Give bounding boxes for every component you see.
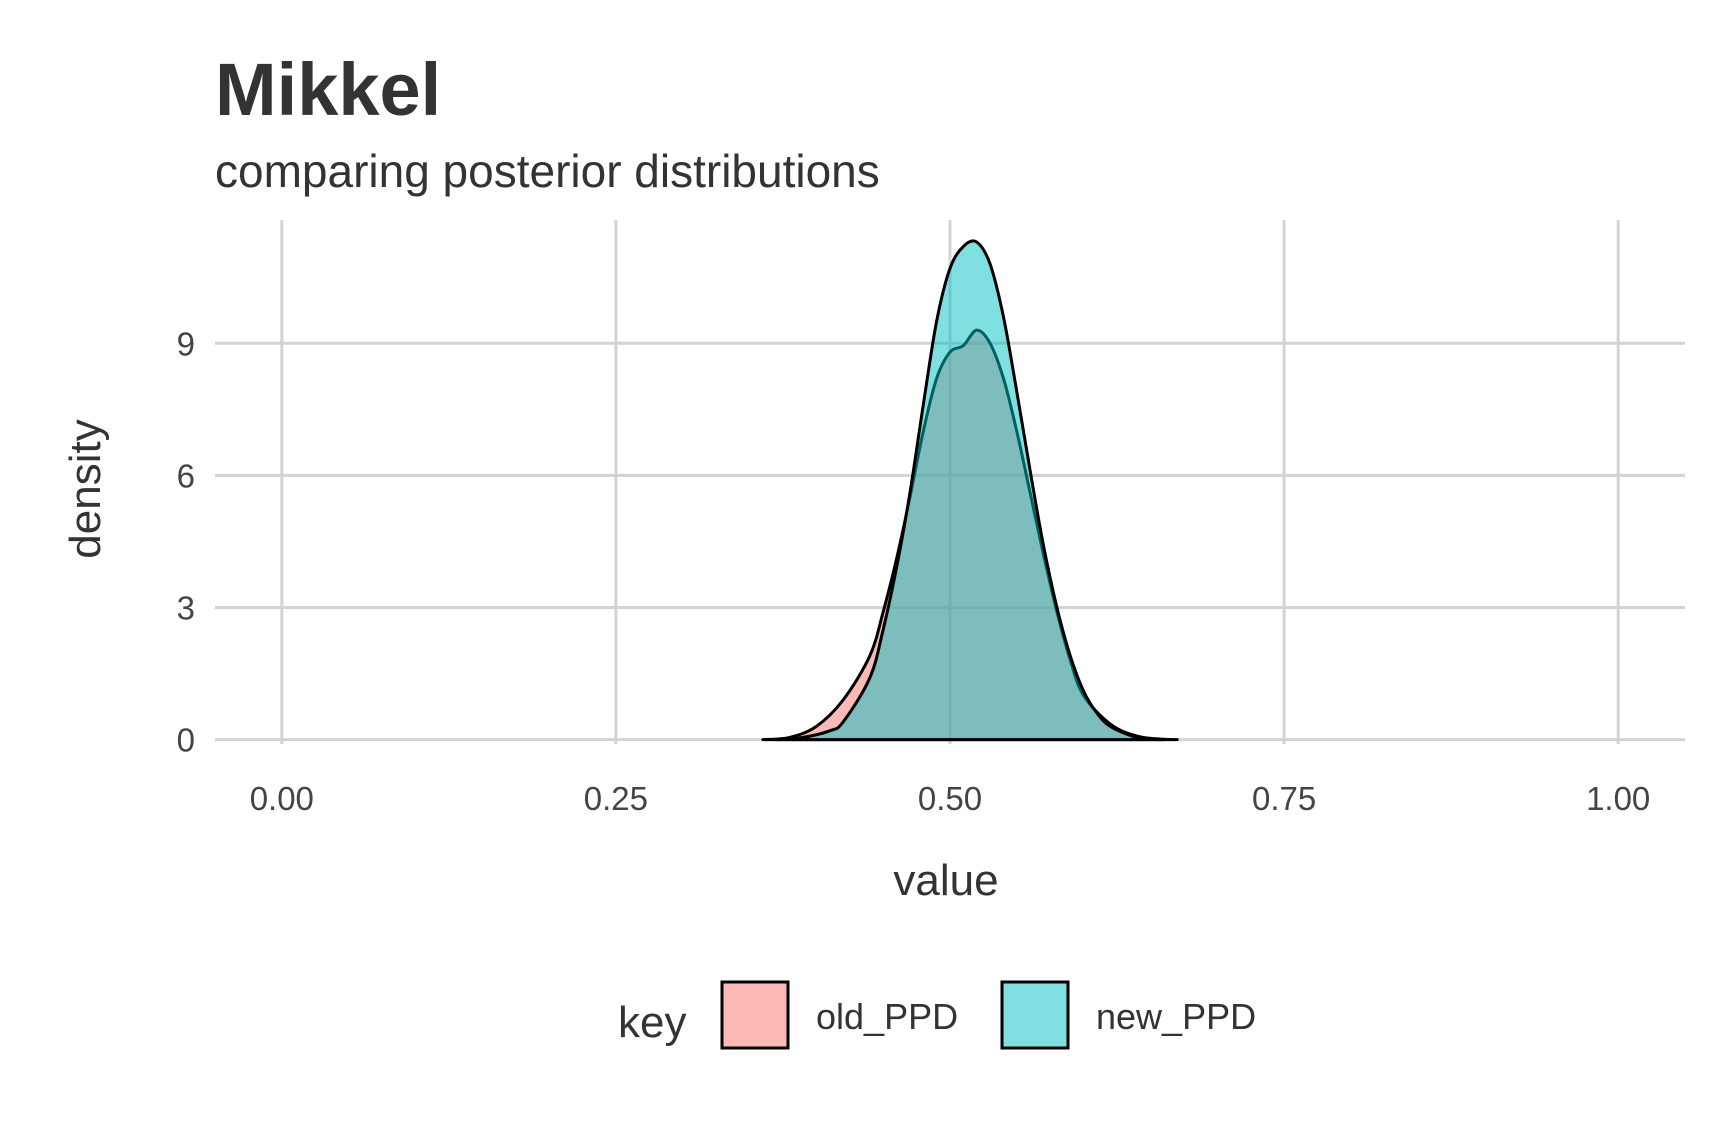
legend: key old_PPD new_PPD xyxy=(618,980,1256,1050)
x-tick-label: 0.75 xyxy=(1252,780,1316,817)
legend-key-new-ppd xyxy=(1000,980,1070,1050)
density-areas xyxy=(761,239,1179,742)
x-tick-label: 0.50 xyxy=(918,780,982,817)
legend-label: old_PPD xyxy=(816,996,958,1037)
x-tick-label: 1.00 xyxy=(1586,780,1650,817)
y-tick-label: 3 xyxy=(177,589,195,626)
chart-subtitle: comparing posterior distributions xyxy=(215,145,880,197)
y-tick-label: 0 xyxy=(177,722,195,759)
chart-title: Mikkel xyxy=(215,48,441,131)
x-tick-label: 0.25 xyxy=(584,780,648,817)
y-axis-title: density xyxy=(61,419,110,558)
density-area-new-ppd xyxy=(774,239,1166,742)
legend-title: key xyxy=(618,998,686,1047)
y-tick-labels: 0 3 6 9 xyxy=(177,325,195,758)
x-tick-labels: 0.00 0.25 0.50 0.75 1.00 xyxy=(250,780,1651,817)
legend-key-old-ppd xyxy=(720,980,790,1050)
x-axis-title: value xyxy=(893,856,998,905)
legend-label: new_PPD xyxy=(1096,996,1256,1037)
y-tick-label: 9 xyxy=(177,325,195,362)
x-tick-label: 0.00 xyxy=(250,780,314,817)
y-tick-label: 6 xyxy=(177,457,195,494)
